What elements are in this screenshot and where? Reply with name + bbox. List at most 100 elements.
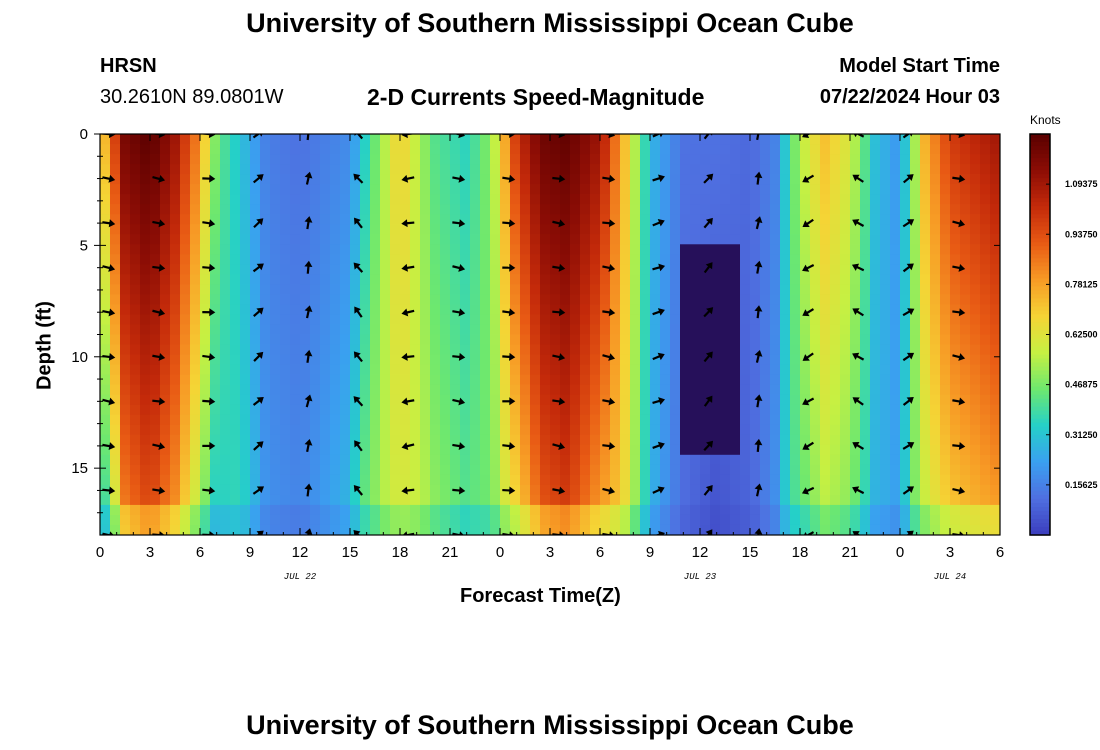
current-arrow [552,397,566,406]
heat-cell [870,524,881,535]
heat-cell [400,224,411,235]
heat-cell [610,304,621,316]
colorbar-segment [1030,498,1050,504]
heat-cell [360,144,371,155]
heat-cell [950,154,961,165]
heat-cell [530,484,541,496]
heat-cell [440,204,451,215]
heat-cell [860,434,871,446]
current-arrow [754,171,763,185]
heat-cell [870,204,881,215]
current-arrow [902,174,914,184]
heat-cell [400,424,411,436]
heat-cell [590,474,601,486]
heat-cell [460,444,471,456]
heat-cell [210,524,221,535]
heat-cell [510,144,521,155]
heat-cell [580,144,591,155]
heat-cell [860,184,871,195]
heat-cell [580,274,591,285]
heat-cell [110,244,121,255]
heat-cell [590,354,601,366]
heat-cell [850,324,861,336]
heat-cell [980,474,991,486]
heat-cell [610,294,621,306]
heat-cell [980,464,991,476]
heat-cell [540,334,551,346]
heat-cell [130,474,141,486]
heat-cell [840,254,851,265]
heat-cell [910,184,921,195]
heat-cell [770,214,781,225]
heat-cell [230,454,241,466]
heat-cell [460,274,471,285]
colorbar-segment [1030,366,1050,372]
heat-cell [940,144,951,155]
heat-cell [430,184,441,195]
heat-cell [220,504,231,516]
heat-cell [450,364,461,376]
heat-cell [590,154,601,165]
heat-cell [580,214,591,225]
current-arrow [902,396,914,406]
heat-cell [860,414,871,426]
heat-cell [290,454,301,466]
heat-cell [550,194,561,205]
heat-cell [590,224,601,235]
heat-cell [900,504,911,516]
heat-cell [560,324,571,336]
heat-cell [540,134,551,145]
heat-cell [340,224,351,235]
current-arrow [253,351,264,362]
heat-cell [430,484,441,496]
heat-cell [650,364,661,376]
heat-cell [710,404,721,416]
heat-cell [960,494,971,506]
heat-cell [810,464,821,476]
heat-cell [840,364,851,376]
heat-cell [280,294,291,306]
current-arrow [253,218,264,229]
heat-cell [600,384,611,396]
heat-cell [370,154,381,165]
heat-cell [680,274,691,285]
heat-cell [700,454,711,466]
heat-cell [240,524,251,535]
heat-cell [390,224,401,235]
heat-cell [780,384,791,396]
heat-cell [740,264,751,275]
colorbar-segment [1030,290,1050,295]
heat-cell [300,434,311,446]
heat-cell [640,284,651,295]
heat-cell [490,374,501,386]
heat-cell [720,214,731,225]
heat-cell [250,244,261,255]
heat-cell [870,474,881,486]
heat-cell [300,474,311,486]
heat-cell [670,274,681,285]
heat-cell [720,414,731,426]
current-arrow [252,174,264,184]
heat-cell [500,314,511,326]
heat-cell [500,254,511,265]
heat-cell [250,184,261,195]
heat-cell [770,444,781,456]
heat-cell [640,444,651,456]
heat-cell [270,484,281,496]
heat-cell [460,404,471,416]
heat-cell [260,174,271,185]
heat-cell [580,504,591,516]
heat-cell [320,504,331,516]
heat-cell [350,324,361,336]
heat-cell [630,354,641,366]
heat-cell [860,344,871,356]
heat-cell [600,234,611,245]
heat-cell [350,334,361,346]
heat-cell [510,404,521,416]
heat-cell [720,424,731,436]
heat-cell [730,384,741,396]
heat-cell [920,454,931,466]
heat-cell [610,524,621,535]
heat-cell [320,384,331,396]
heat-cell [370,514,381,526]
